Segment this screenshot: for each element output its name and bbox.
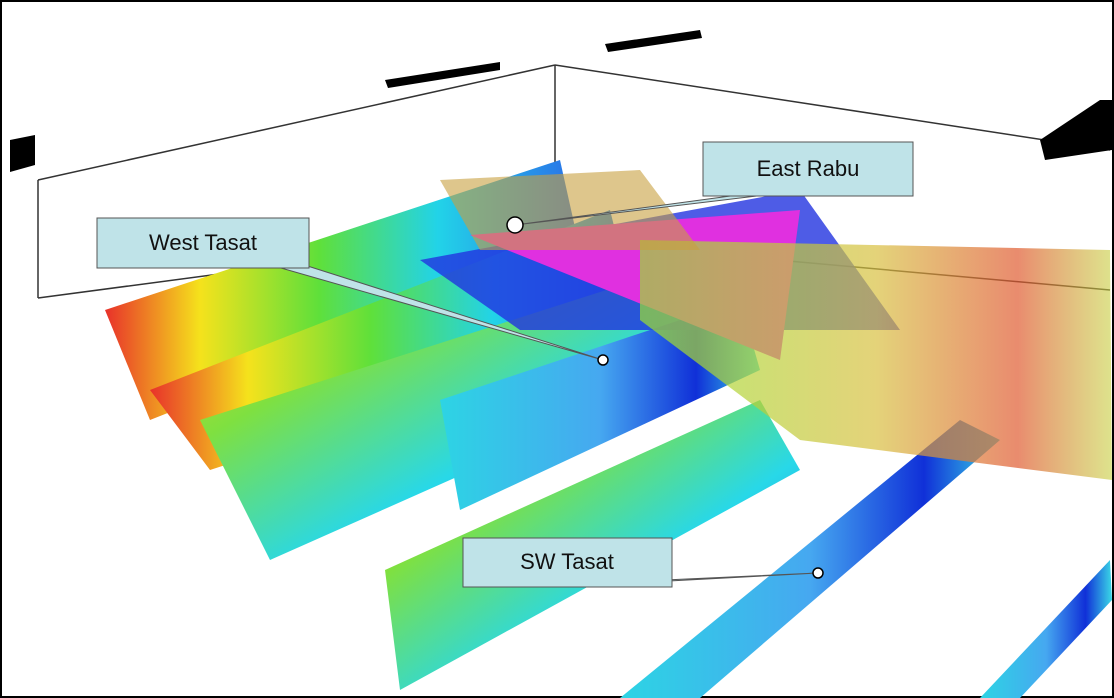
callout-box <box>702 141 914 197</box>
callout-box <box>96 217 310 269</box>
callout-label: SW Tasat <box>520 549 614 574</box>
callout-box <box>462 537 673 588</box>
outline-marks <box>10 30 1112 172</box>
callout-label: West Tasat <box>149 230 257 255</box>
seismic-slices <box>105 160 1112 698</box>
callout-label: East Rabu <box>757 156 860 181</box>
site-markers <box>506 216 824 579</box>
